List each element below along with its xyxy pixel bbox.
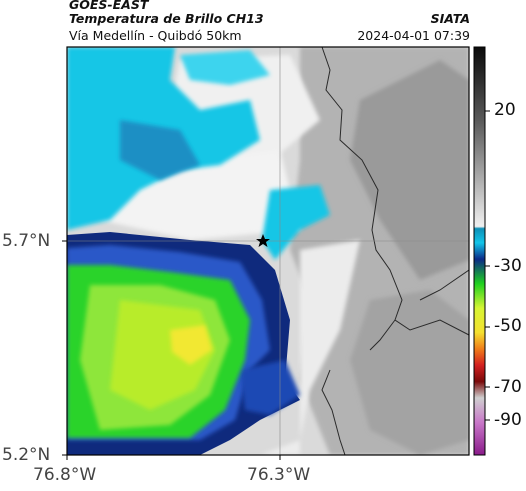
colorbar-label: -70 (494, 377, 522, 397)
colorbar-label: -90 (494, 410, 522, 430)
map-frame (66, 46, 470, 456)
organization-label: SIATA (430, 11, 470, 26)
lon-label-76-8: 76.8°W (33, 465, 97, 485)
colorbar-label: -30 (494, 256, 522, 276)
satellite-name: GOES-EAST (69, 0, 149, 12)
colorbar-label: 20 (494, 100, 516, 120)
lat-label-5-2: 5.2°N (2, 445, 51, 465)
map-imagery (67, 47, 469, 455)
route-subtitle: Vía Medellín - Quibdó 50km (69, 28, 242, 43)
star-icon (256, 234, 270, 247)
lon-label-76-3: 76.3°W (247, 465, 311, 485)
colorbar (473, 46, 486, 456)
colorbar-label: -50 (494, 316, 522, 336)
lat-label-5-7: 5.7°N (2, 231, 51, 251)
timestamp: 2024-04-01 07:39 (357, 28, 470, 43)
product-title: Temperatura de Brillo CH13 (69, 11, 264, 26)
